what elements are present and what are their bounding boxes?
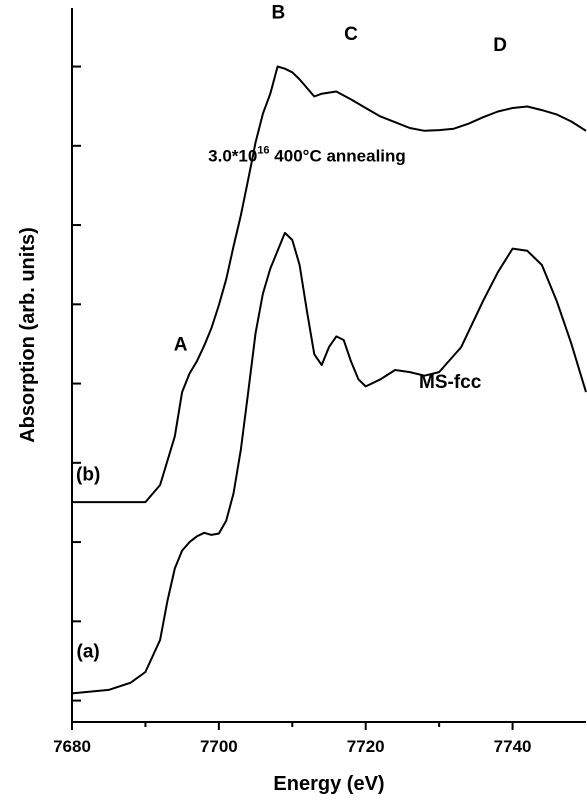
annotation-label: C xyxy=(344,24,358,45)
annotation-label: B xyxy=(271,3,285,24)
annotation-label: (a) xyxy=(77,642,100,663)
x-axis-title: Energy (eV) xyxy=(273,773,384,795)
annotation-label: (b) xyxy=(76,465,100,486)
series-layer xyxy=(71,65,587,695)
x-tick-label: 7720 xyxy=(347,737,385,756)
x-ticks: 7680 7700 7720 7740 xyxy=(53,722,531,756)
x-tick-label: 7740 xyxy=(494,737,532,756)
y-axis-title: Absorption (arb. units) xyxy=(17,227,39,443)
series-line-a xyxy=(71,231,587,695)
annotation-label: D xyxy=(493,35,507,56)
annotation-label: A xyxy=(174,335,188,356)
annotation-label: MS-fcc xyxy=(419,372,482,393)
annotation-label: 3.0*1016 400°C annealing xyxy=(208,145,406,166)
x-tick-label: 7700 xyxy=(200,737,238,756)
annotation-layer: A B C D 3.0*1016 400°C annealing MS-fcc (b) (a) xyxy=(76,3,507,663)
y-ticks xyxy=(72,65,81,702)
series-line-b xyxy=(72,65,587,504)
x-tick-label: 7680 xyxy=(53,737,91,756)
plot-frame xyxy=(71,8,586,723)
